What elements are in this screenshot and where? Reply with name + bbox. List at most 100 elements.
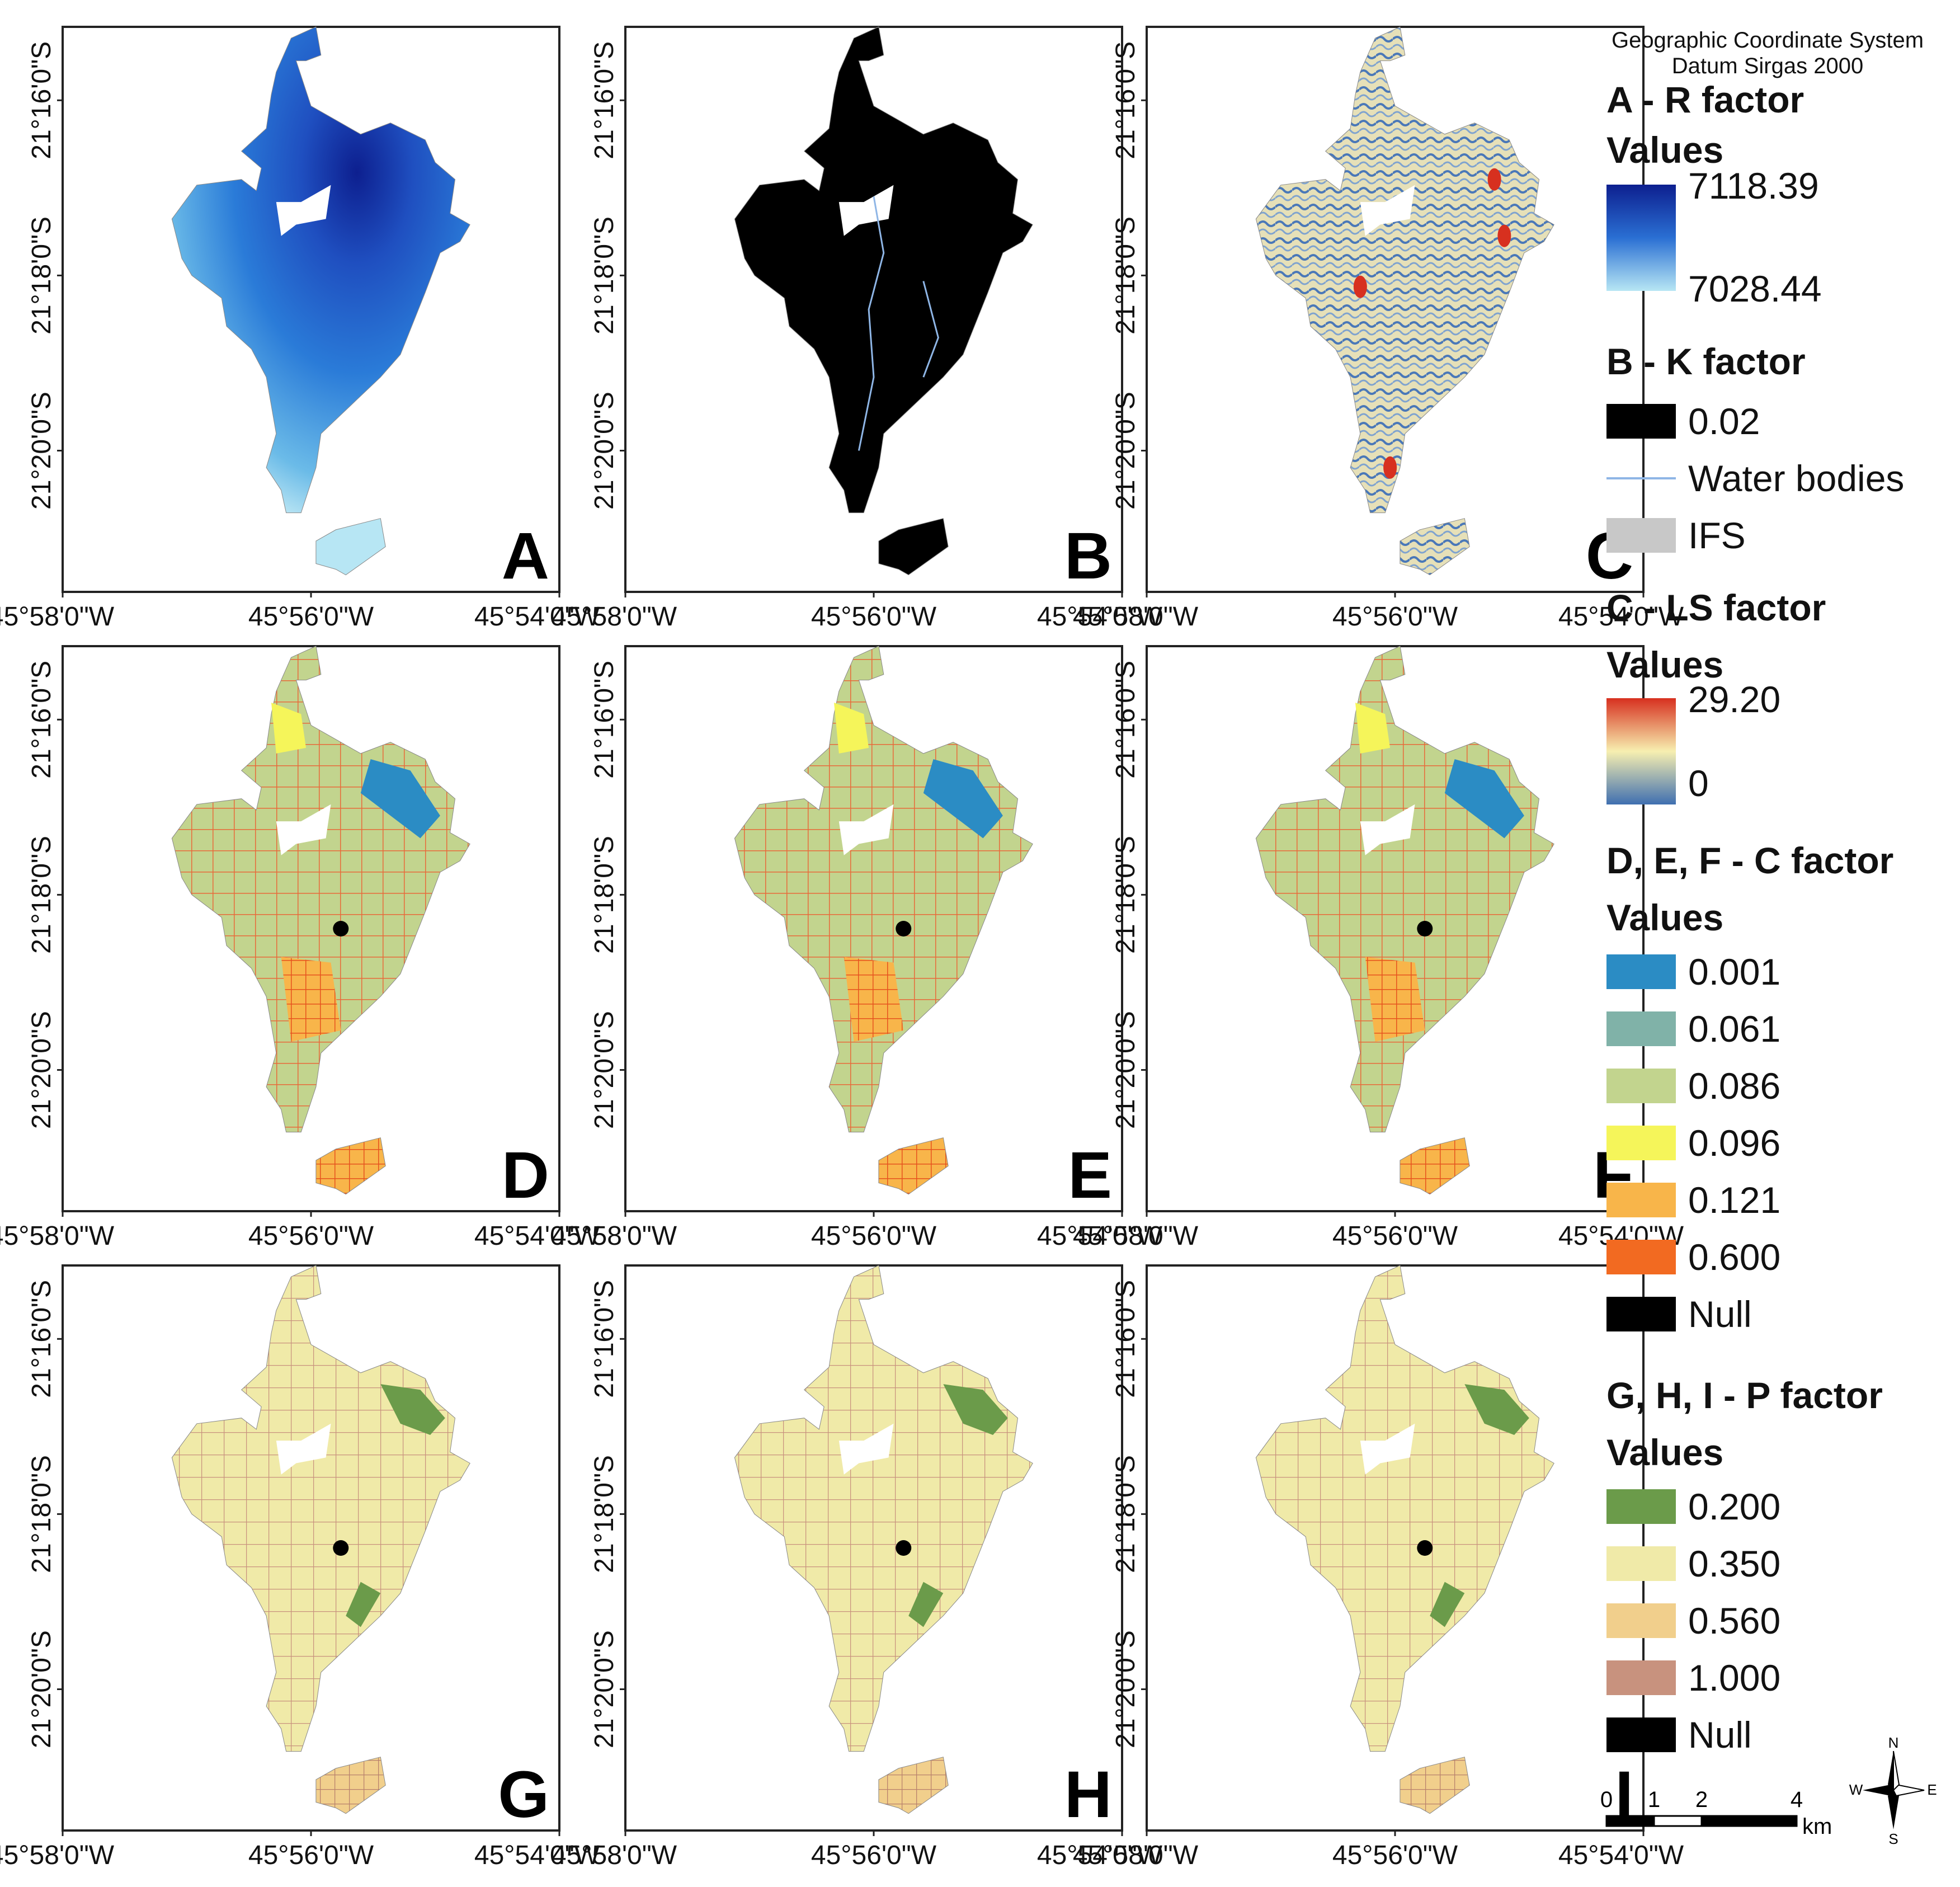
lon-label: 45°54'0"W [474,602,600,632]
panel-letter: B [1064,519,1112,593]
lat-label: 21°20'0"S [27,1630,56,1748]
c-factor-patch [923,759,1003,839]
lon-label: 45°54'0"W [1037,602,1163,632]
west-label: W [1849,1781,1863,1798]
legend-c-item: 0.086 [1606,1065,1781,1107]
farm-gap [276,185,331,236]
panel-letter: E [1068,1138,1112,1212]
farm-area [171,646,470,1133]
lon-label: 45°58'0"W [0,1841,115,1870]
panel-letter: D [502,1138,549,1212]
farm-gap [838,804,894,855]
legend-k-title: B - K factor [1606,341,1806,382]
lon-label: 45°56'0"W [811,602,937,632]
farm-area [1255,646,1554,1133]
farm-gap [1360,185,1415,236]
lat-label: 21°18'0"S [590,836,619,954]
farm-gap [1360,804,1415,855]
legend-k-item: Water bodies [1606,458,1904,499]
lat-label: 21°20'0"S [590,1630,619,1748]
farm-area-south [878,1757,949,1814]
p-factor-patch [943,1384,1008,1435]
legend-swatch [1606,1546,1676,1581]
legend-swatch [1606,1240,1676,1274]
lat-label: 21°16'0"S [590,1280,619,1398]
scale-unit: km [1802,1814,1832,1839]
lon-label: 45°56'0"W [1332,1841,1458,1870]
legend-ls-ramp [1606,698,1676,804]
p-factor-patch [908,1582,944,1627]
steep-slope-mark [1487,168,1501,191]
null-area [333,1540,349,1556]
null-area [1417,1540,1433,1556]
legend-swatch [1606,1297,1676,1331]
lon-label: 45°58'0"W [0,1221,115,1251]
lon-label: 45°58'0"W [552,1221,677,1251]
legend-label: 0.350 [1688,1543,1781,1584]
farm-area-south [878,518,949,576]
farm-gap [838,185,894,236]
scale-tick-4: 4 [1791,1787,1803,1812]
legend-swatch [1606,1126,1676,1160]
legend-r-subtitle: Values [1606,129,1724,171]
c-factor-patch [834,703,869,754]
farm-area-south [1400,1757,1470,1814]
lon-label: 45°58'0"W [552,1841,677,1870]
p-factor-patch [346,1582,381,1627]
lon-label: 45°58'0"W [552,602,677,632]
p-factor-patch [380,1384,445,1435]
legend-k-item: IFS [1606,515,1746,556]
legend-p-title: G, H, I - P factor [1606,1375,1883,1416]
legend-k-item: 0.02 [1606,401,1760,442]
map-panel-f: F21°16'0"S21°18'0"S21°20'0"S45°58'0"W 45°… [1073,645,1684,1251]
lat-label: 21°18'0"S [1111,217,1141,335]
legend-swatch [1606,1660,1676,1695]
east-label: E [1927,1781,1937,1798]
lat-label: 21°16'0"S [1111,1280,1141,1398]
farm-area [1255,26,1554,514]
legend-label: 0.061 [1688,1008,1781,1050]
scale-bar: 0 1 2 4 km [1600,1787,1832,1839]
lon-label: 45°56'0"W [811,1221,937,1251]
legend-label: 0.096 [1688,1122,1781,1164]
c-factor-patch [281,957,341,1042]
null-area [896,921,912,937]
legend-label: 0.001 [1688,951,1781,992]
lon-label: 45°56'0"W [1332,1221,1458,1251]
crs-line-2: Datum Sirgas 2000 [1671,54,1864,78]
legend-swatch [1606,1489,1676,1524]
null-area [1417,921,1433,937]
lat-label: 21°18'0"S [1111,1455,1141,1573]
lon-label: 45°54'0"W [1558,1841,1684,1870]
map-panel-i: I21°16'0"S21°18'0"S21°20'0"S45°58'0"W 45°… [1073,1264,1684,1870]
null-area [333,921,349,937]
farm-area-south [315,1137,386,1195]
c-factor-patch [1355,703,1391,754]
farm-gap [838,1423,894,1475]
water-line-swatch [1606,477,1676,479]
lat-label: 21°20'0"S [1111,1630,1141,1748]
farm-area [171,1265,470,1752]
legend-label: 0.02 [1688,401,1760,442]
legend-swatch [1606,518,1676,553]
legend-r-ramp [1606,185,1676,291]
legend-label: 0.121 [1688,1179,1781,1221]
legend-label: 0.086 [1688,1065,1781,1107]
legend-label: Null [1688,1714,1752,1756]
lon-label: 45°56'0"W [811,1841,937,1870]
farm-area [1255,1265,1554,1752]
map-panel-h: H 21°16'0"S 21°18'0"S 21°20'0"S 45°58'0"W 45°… [552,1264,1163,1870]
farm-gap [1360,1423,1415,1475]
lon-label: 45°54'0"W [1558,602,1684,632]
legend-label: 1.000 [1688,1657,1781,1698]
legend-p-item: 0.350 [1606,1543,1781,1584]
legend-c-item: 0.096 [1606,1122,1781,1164]
legend-swatch [1606,1717,1676,1752]
lat-label: 21°16'0"S [590,41,619,159]
legend-ls-title: C - LS factor [1606,587,1826,628]
lat-label: 21°18'0"S [590,1455,619,1573]
lon-label: 45°58'0"W [1073,1841,1199,1870]
legend-p-item: 0.200 [1606,1486,1780,1527]
lon-label: 45°58'0"W [1073,1221,1199,1251]
legend-swatch [1606,404,1676,439]
